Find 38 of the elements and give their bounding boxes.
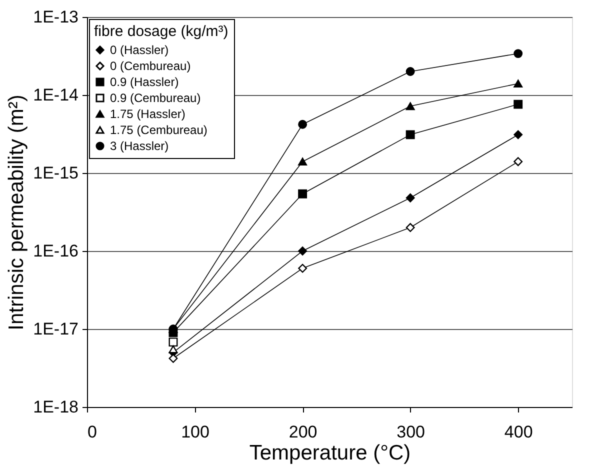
y-tick-label: 1E-13 — [33, 8, 78, 26]
x-tick-label: 400 — [504, 422, 533, 442]
point — [298, 158, 308, 166]
point — [406, 223, 415, 232]
legend-label: 0 (Hassler) — [110, 43, 169, 57]
legend-label: 0.9 (Cembureau) — [110, 91, 201, 105]
point — [406, 102, 415, 110]
x-tick-label: 300 — [396, 422, 426, 442]
legend-label: 1.75 (Cembureau) — [110, 123, 208, 137]
point — [514, 130, 523, 140]
point — [168, 345, 178, 354]
y-tick-label: 1E-14 — [33, 86, 78, 104]
point — [406, 193, 415, 202]
legend-title: fibre dosage (kg/m³) — [94, 23, 228, 40]
point — [298, 189, 308, 198]
point — [406, 67, 415, 76]
point — [168, 338, 178, 347]
x-axis-title: Temperature (°C) — [249, 442, 411, 464]
point — [514, 157, 523, 166]
y-tick-label: 1E-16 — [33, 242, 78, 260]
legend-label: 0.9 (Hassler) — [110, 75, 179, 89]
point — [514, 80, 523, 88]
y-tick-label: 1E-15 — [33, 164, 78, 182]
y-axis-title: Intrinsic permeability (m²) — [5, 94, 28, 330]
point — [514, 49, 523, 58]
point — [298, 264, 308, 273]
legend-label: 0 (Cembureau) — [110, 59, 191, 73]
x-tick-label: 100 — [181, 422, 210, 442]
legend-label: 1.75 (Hassler) — [110, 107, 186, 121]
y-tick-label: 1E-17 — [33, 320, 78, 338]
y-tick-label: 1E-18 — [33, 398, 78, 416]
x-tick-label: 0 — [88, 422, 97, 442]
point — [514, 100, 523, 109]
x-tick-label: 200 — [288, 422, 318, 442]
point — [298, 120, 308, 129]
legend-label: 3 (Hassler) — [110, 139, 169, 153]
point — [298, 246, 308, 256]
point — [406, 130, 415, 140]
